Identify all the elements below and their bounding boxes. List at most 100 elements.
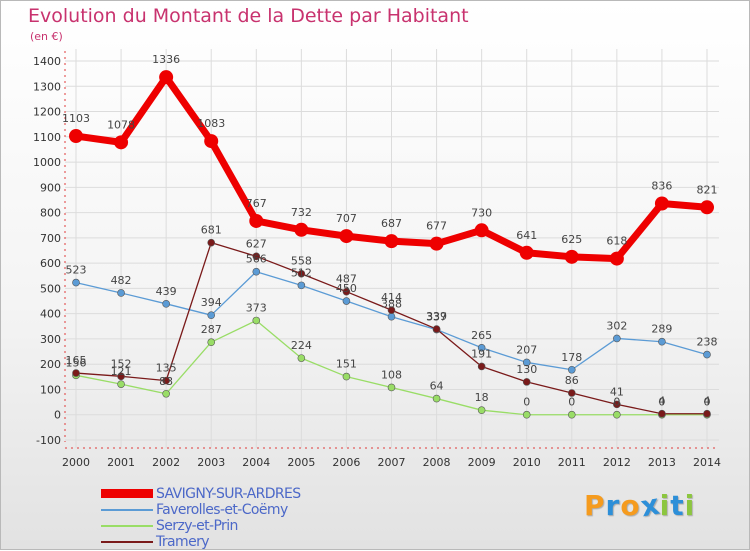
data-point xyxy=(252,316,261,325)
data-point xyxy=(567,389,576,397)
data-label: 394 xyxy=(201,296,222,309)
data-label: 730 xyxy=(471,206,492,219)
data-label: 487 xyxy=(336,273,357,286)
data-label: 1336 xyxy=(152,53,180,66)
data-point xyxy=(522,358,531,367)
y-tick-label: -100 xyxy=(36,434,61,447)
data-label: 450 xyxy=(336,282,357,295)
x-tick-label: 2008 xyxy=(423,456,451,469)
data-label: 64 xyxy=(430,380,444,393)
data-point xyxy=(384,234,399,249)
data-label: 339 xyxy=(426,310,447,323)
data-point xyxy=(72,369,80,377)
data-label: 151 xyxy=(336,358,357,371)
data-point xyxy=(387,383,396,392)
legend-label: SAVIGNY-SUR-ARDRES xyxy=(156,486,301,502)
logo-letter: P xyxy=(584,489,606,522)
data-label: 287 xyxy=(201,323,222,336)
data-point xyxy=(477,406,486,414)
data-point xyxy=(249,213,264,228)
data-label: 767 xyxy=(246,197,267,210)
data-label: 677 xyxy=(426,220,447,233)
data-label: 512 xyxy=(291,266,312,279)
data-label: 821 xyxy=(697,183,718,196)
data-label: 707 xyxy=(336,212,357,225)
data-label: 373 xyxy=(246,301,267,314)
data-label: 121 xyxy=(111,365,132,378)
y-tick-label: 200 xyxy=(40,358,61,371)
data-label: 265 xyxy=(471,329,492,342)
data-point xyxy=(252,252,261,261)
data-label: 388 xyxy=(381,298,402,311)
data-label: 83 xyxy=(159,375,173,388)
logo-letter: r xyxy=(605,489,621,522)
data-label: 627 xyxy=(246,237,267,250)
data-point xyxy=(613,334,621,343)
data-label: 687 xyxy=(381,217,402,230)
data-point xyxy=(567,365,576,374)
data-point xyxy=(387,306,396,314)
data-label: 238 xyxy=(697,336,718,349)
data-point xyxy=(429,236,444,251)
data-label: 207 xyxy=(516,343,537,356)
x-tick-label: 2005 xyxy=(287,456,315,469)
y-tick-label: 500 xyxy=(40,282,61,295)
data-point xyxy=(477,362,486,371)
data-label: 0 xyxy=(523,396,530,409)
data-point xyxy=(658,409,666,418)
data-label: 414 xyxy=(381,291,402,304)
data-point xyxy=(342,287,351,296)
data-label: 1083 xyxy=(197,117,225,130)
y-tick-label: 1300 xyxy=(33,80,61,93)
legend-label: Faverolles-et-Coëmy xyxy=(156,502,288,518)
legend-swatch xyxy=(101,525,153,527)
data-label: 135 xyxy=(156,362,177,375)
data-label: 0 xyxy=(658,396,665,409)
data-label: 439 xyxy=(156,285,177,298)
data-point xyxy=(297,354,306,362)
x-tick-label: 2007 xyxy=(378,456,406,469)
data-label: 523 xyxy=(66,264,87,277)
y-tick-label: 400 xyxy=(40,308,61,321)
legend-swatch xyxy=(101,489,153,498)
data-label: 178 xyxy=(561,351,582,364)
y-tick-label: 1200 xyxy=(33,106,61,119)
data-point xyxy=(654,196,669,211)
chart-unit-label: (en €) xyxy=(30,30,63,43)
x-tick-label: 2013 xyxy=(648,456,676,469)
data-point xyxy=(613,410,621,419)
data-label: 156 xyxy=(66,356,87,369)
data-point xyxy=(162,389,170,398)
data-label: 191 xyxy=(471,347,492,360)
data-point xyxy=(207,338,216,347)
data-point xyxy=(522,410,531,419)
logo-letter: o xyxy=(620,489,641,522)
data-label: 618 xyxy=(606,235,627,248)
data-point xyxy=(658,337,666,346)
y-tick-label: 300 xyxy=(40,333,61,346)
data-point xyxy=(117,380,125,388)
x-tick-label: 2001 xyxy=(107,456,135,469)
data-label: 224 xyxy=(291,339,312,352)
x-tick-label: 2012 xyxy=(603,456,631,469)
y-tick-label: 100 xyxy=(40,383,61,396)
x-tick-label: 2014 xyxy=(693,456,721,469)
y-tick-label: 1400 xyxy=(33,55,61,68)
y-tick-label: 0 xyxy=(54,409,61,422)
data-label: 289 xyxy=(651,323,672,336)
data-point xyxy=(114,135,129,150)
data-point xyxy=(297,269,306,278)
legend-swatch xyxy=(101,509,153,511)
data-point xyxy=(477,343,486,352)
data-label: 152 xyxy=(111,357,132,370)
data-point xyxy=(564,249,579,264)
y-tick-label: 1100 xyxy=(33,131,61,144)
y-tick-label: 700 xyxy=(40,232,61,245)
data-point xyxy=(567,410,576,419)
data-point xyxy=(117,372,125,381)
chart-title: Evolution du Montant de la Dette par Hab… xyxy=(28,5,469,27)
data-point xyxy=(159,70,174,85)
logo-letter: i xyxy=(684,489,696,522)
data-label: 625 xyxy=(561,233,582,246)
data-point xyxy=(700,200,714,215)
